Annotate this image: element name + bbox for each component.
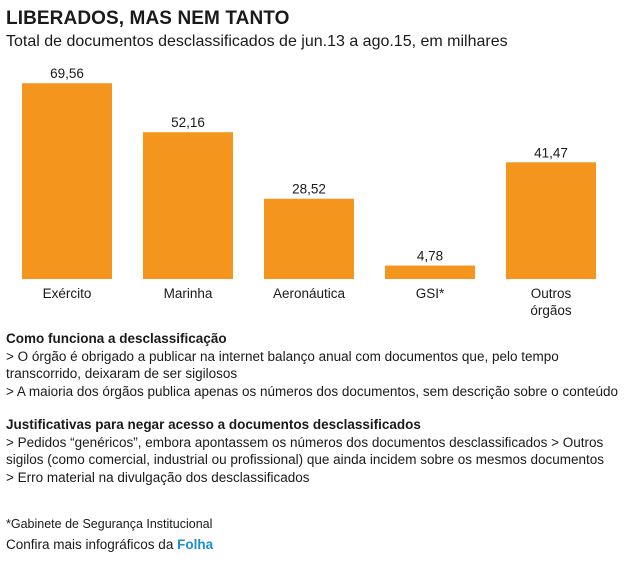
folha-link[interactable]: Folha xyxy=(177,537,214,552)
category-label: Outros órgãos xyxy=(530,286,572,318)
chart-title: LIBERADOS, MAS NEM TANTO xyxy=(6,8,290,29)
bar-0 xyxy=(22,83,112,280)
section-heading: Como funciona a desclassificação xyxy=(6,331,227,346)
section-justificativas: Justificativas para negar acesso a docum… xyxy=(6,416,626,486)
bar-1 xyxy=(143,132,233,279)
footnote: *Gabinete de Segurança Institucional xyxy=(6,517,213,531)
note-line: > Pedidos “genéricos”, embora apontassem… xyxy=(6,434,605,468)
credit-line: Confira mais infográficos da Folha xyxy=(6,537,213,552)
bar-value-label: 41,47 xyxy=(534,145,568,160)
section-heading: Justificativas para negar acesso a docum… xyxy=(6,417,421,432)
chart-subtitle: Total de documentos desclassificados de … xyxy=(6,33,508,50)
bar-3 xyxy=(385,265,475,279)
note-line: > Erro material na divulgação dos descla… xyxy=(6,469,310,485)
category-label: GSI* xyxy=(416,286,445,301)
note-line: > O órgão é obrigado a publicar na inter… xyxy=(6,348,559,382)
credit-text: Confira mais infográficos da xyxy=(6,537,178,552)
category-label: Marinha xyxy=(164,286,213,301)
category-label: Aeronáutica xyxy=(273,286,346,301)
bar-value-label: 28,52 xyxy=(292,182,326,197)
notes-section: Como funciona a desclassificação > O órg… xyxy=(6,330,626,486)
bar-2 xyxy=(264,198,354,279)
note-line: > A maioria dos órgãos publica apenas os… xyxy=(6,383,618,399)
section-como-funciona: Como funciona a desclassificação > O órg… xyxy=(6,330,626,400)
bar-4 xyxy=(506,162,596,279)
bar-value-label: 52,16 xyxy=(171,115,205,130)
category-label: Exército xyxy=(43,286,92,301)
bar-value-label: 4,78 xyxy=(417,249,443,264)
bar-value-label: 69,56 xyxy=(50,66,84,81)
bar-chart: 69,56 Exército 52,16 Marinha 28,52 Aeronáutic… xyxy=(22,66,596,318)
